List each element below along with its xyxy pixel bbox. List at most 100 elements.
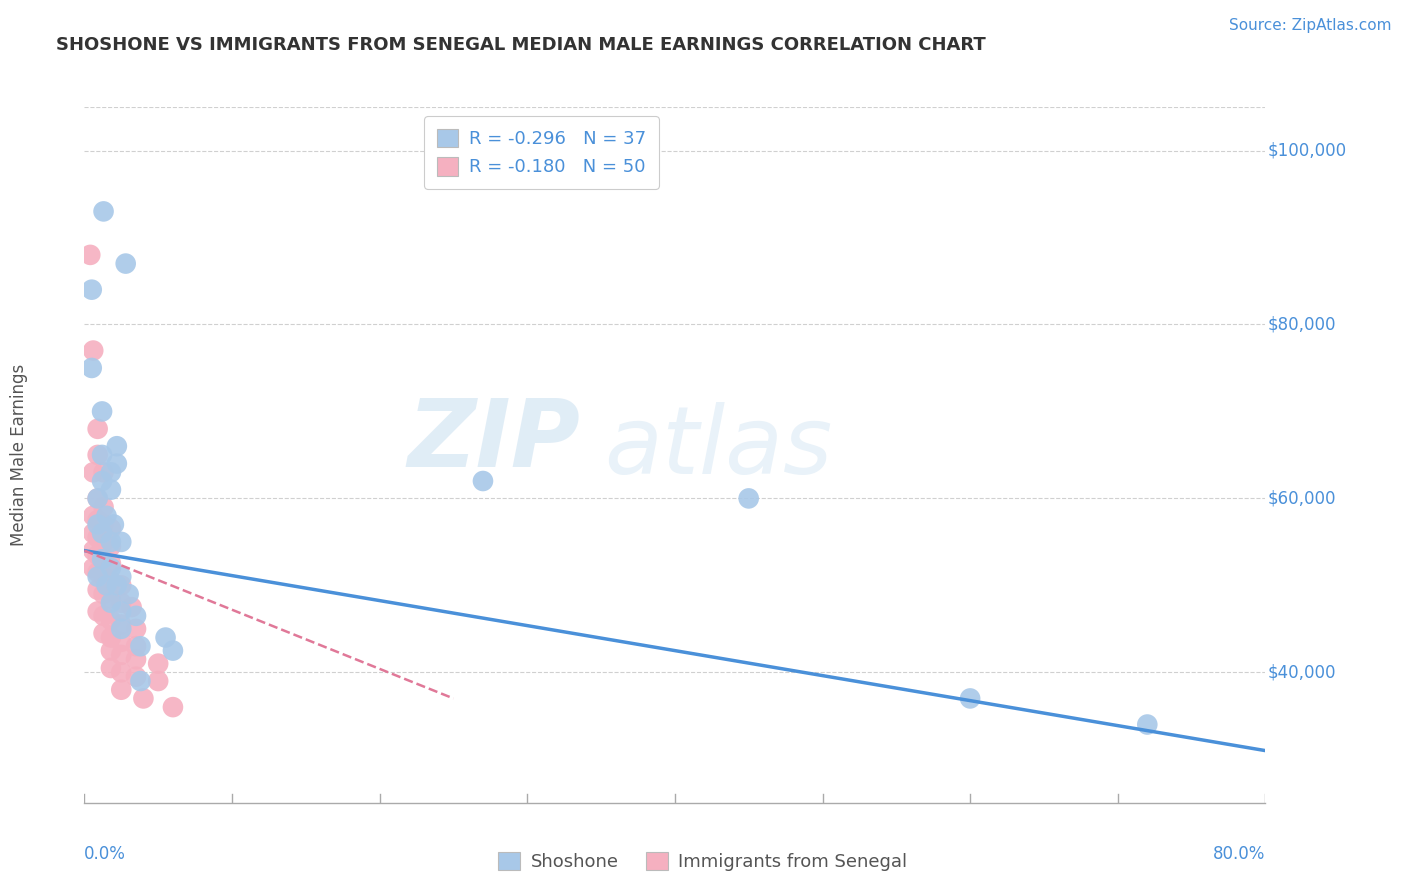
Point xyxy=(86,422,108,436)
Point xyxy=(91,552,114,566)
Point xyxy=(100,561,122,575)
Point xyxy=(472,474,495,488)
Text: $80,000: $80,000 xyxy=(1268,316,1336,334)
Point xyxy=(86,448,108,462)
Point xyxy=(121,600,143,615)
Text: Median Male Earnings: Median Male Earnings xyxy=(10,364,28,546)
Point xyxy=(105,578,128,592)
Point xyxy=(86,491,108,506)
Point xyxy=(110,570,132,584)
Point xyxy=(93,517,115,532)
Point xyxy=(110,578,132,592)
Point xyxy=(118,587,141,601)
Point xyxy=(86,605,108,619)
Point xyxy=(91,526,114,541)
Point xyxy=(82,466,104,480)
Point xyxy=(86,570,108,584)
Text: Source: ZipAtlas.com: Source: ZipAtlas.com xyxy=(1229,18,1392,33)
Point xyxy=(93,500,115,514)
Point xyxy=(96,578,118,592)
Point xyxy=(110,665,132,680)
Point xyxy=(110,682,132,697)
Point xyxy=(148,657,170,671)
Point xyxy=(100,574,122,588)
Point xyxy=(103,517,125,532)
Point xyxy=(105,457,128,471)
Point xyxy=(100,643,122,657)
Text: SHOSHONE VS IMMIGRANTS FROM SENEGAL MEDIAN MALE EARNINGS CORRELATION CHART: SHOSHONE VS IMMIGRANTS FROM SENEGAL MEDI… xyxy=(56,36,986,54)
Point xyxy=(96,508,118,523)
Point xyxy=(86,548,108,562)
Point xyxy=(114,257,136,271)
Point xyxy=(82,543,104,558)
Point xyxy=(100,591,122,606)
Point xyxy=(125,652,148,666)
Point xyxy=(79,248,101,262)
Point xyxy=(82,561,104,575)
Point xyxy=(86,513,108,527)
Point xyxy=(82,343,104,358)
Point xyxy=(91,448,114,462)
Point xyxy=(738,491,761,506)
Point xyxy=(125,670,148,684)
Point xyxy=(100,466,122,480)
Point xyxy=(91,404,114,418)
Point xyxy=(110,605,132,619)
Point xyxy=(132,691,155,706)
Point xyxy=(86,566,108,580)
Text: $40,000: $40,000 xyxy=(1268,664,1336,681)
Point xyxy=(93,204,115,219)
Point xyxy=(110,622,132,636)
Legend: R = -0.296   N = 37, R = -0.180   N = 50: R = -0.296 N = 37, R = -0.180 N = 50 xyxy=(425,116,659,189)
Point xyxy=(959,691,981,706)
Point xyxy=(125,608,148,623)
Text: $100,000: $100,000 xyxy=(1268,142,1347,160)
Point xyxy=(86,517,108,532)
Point xyxy=(110,596,132,610)
Text: ZIP: ZIP xyxy=(408,395,581,487)
Point xyxy=(100,613,122,627)
Point xyxy=(1136,717,1159,731)
Point xyxy=(80,361,103,376)
Point xyxy=(91,474,114,488)
Text: $60,000: $60,000 xyxy=(1268,490,1336,508)
Point xyxy=(162,643,184,657)
Point xyxy=(93,535,115,549)
Point xyxy=(86,491,108,506)
Point xyxy=(125,622,148,636)
Point xyxy=(86,531,108,545)
Point xyxy=(129,674,152,689)
Point xyxy=(93,552,115,566)
Point xyxy=(148,674,170,689)
Point xyxy=(82,526,104,541)
Point xyxy=(162,700,184,714)
Point xyxy=(80,283,103,297)
Point xyxy=(110,535,132,549)
Point xyxy=(100,661,122,675)
Point xyxy=(155,631,177,645)
Point xyxy=(93,466,115,480)
Point xyxy=(100,596,122,610)
Point xyxy=(93,626,115,640)
Point xyxy=(86,582,108,597)
Point xyxy=(93,570,115,584)
Point xyxy=(82,508,104,523)
Point xyxy=(100,483,122,497)
Point xyxy=(100,557,122,571)
Text: atlas: atlas xyxy=(605,402,832,493)
Point xyxy=(100,539,122,553)
Point xyxy=(100,522,122,536)
Point xyxy=(100,535,122,549)
Point xyxy=(110,635,132,649)
Legend: Shoshone, Immigrants from Senegal: Shoshone, Immigrants from Senegal xyxy=(491,845,915,879)
Text: 0.0%: 0.0% xyxy=(84,845,127,863)
Point xyxy=(129,639,152,653)
Point xyxy=(93,608,115,623)
Point xyxy=(105,439,128,453)
Point xyxy=(110,617,132,632)
Point xyxy=(100,631,122,645)
Point xyxy=(125,639,148,653)
Point xyxy=(110,648,132,662)
Text: 80.0%: 80.0% xyxy=(1213,845,1265,863)
Point xyxy=(93,587,115,601)
